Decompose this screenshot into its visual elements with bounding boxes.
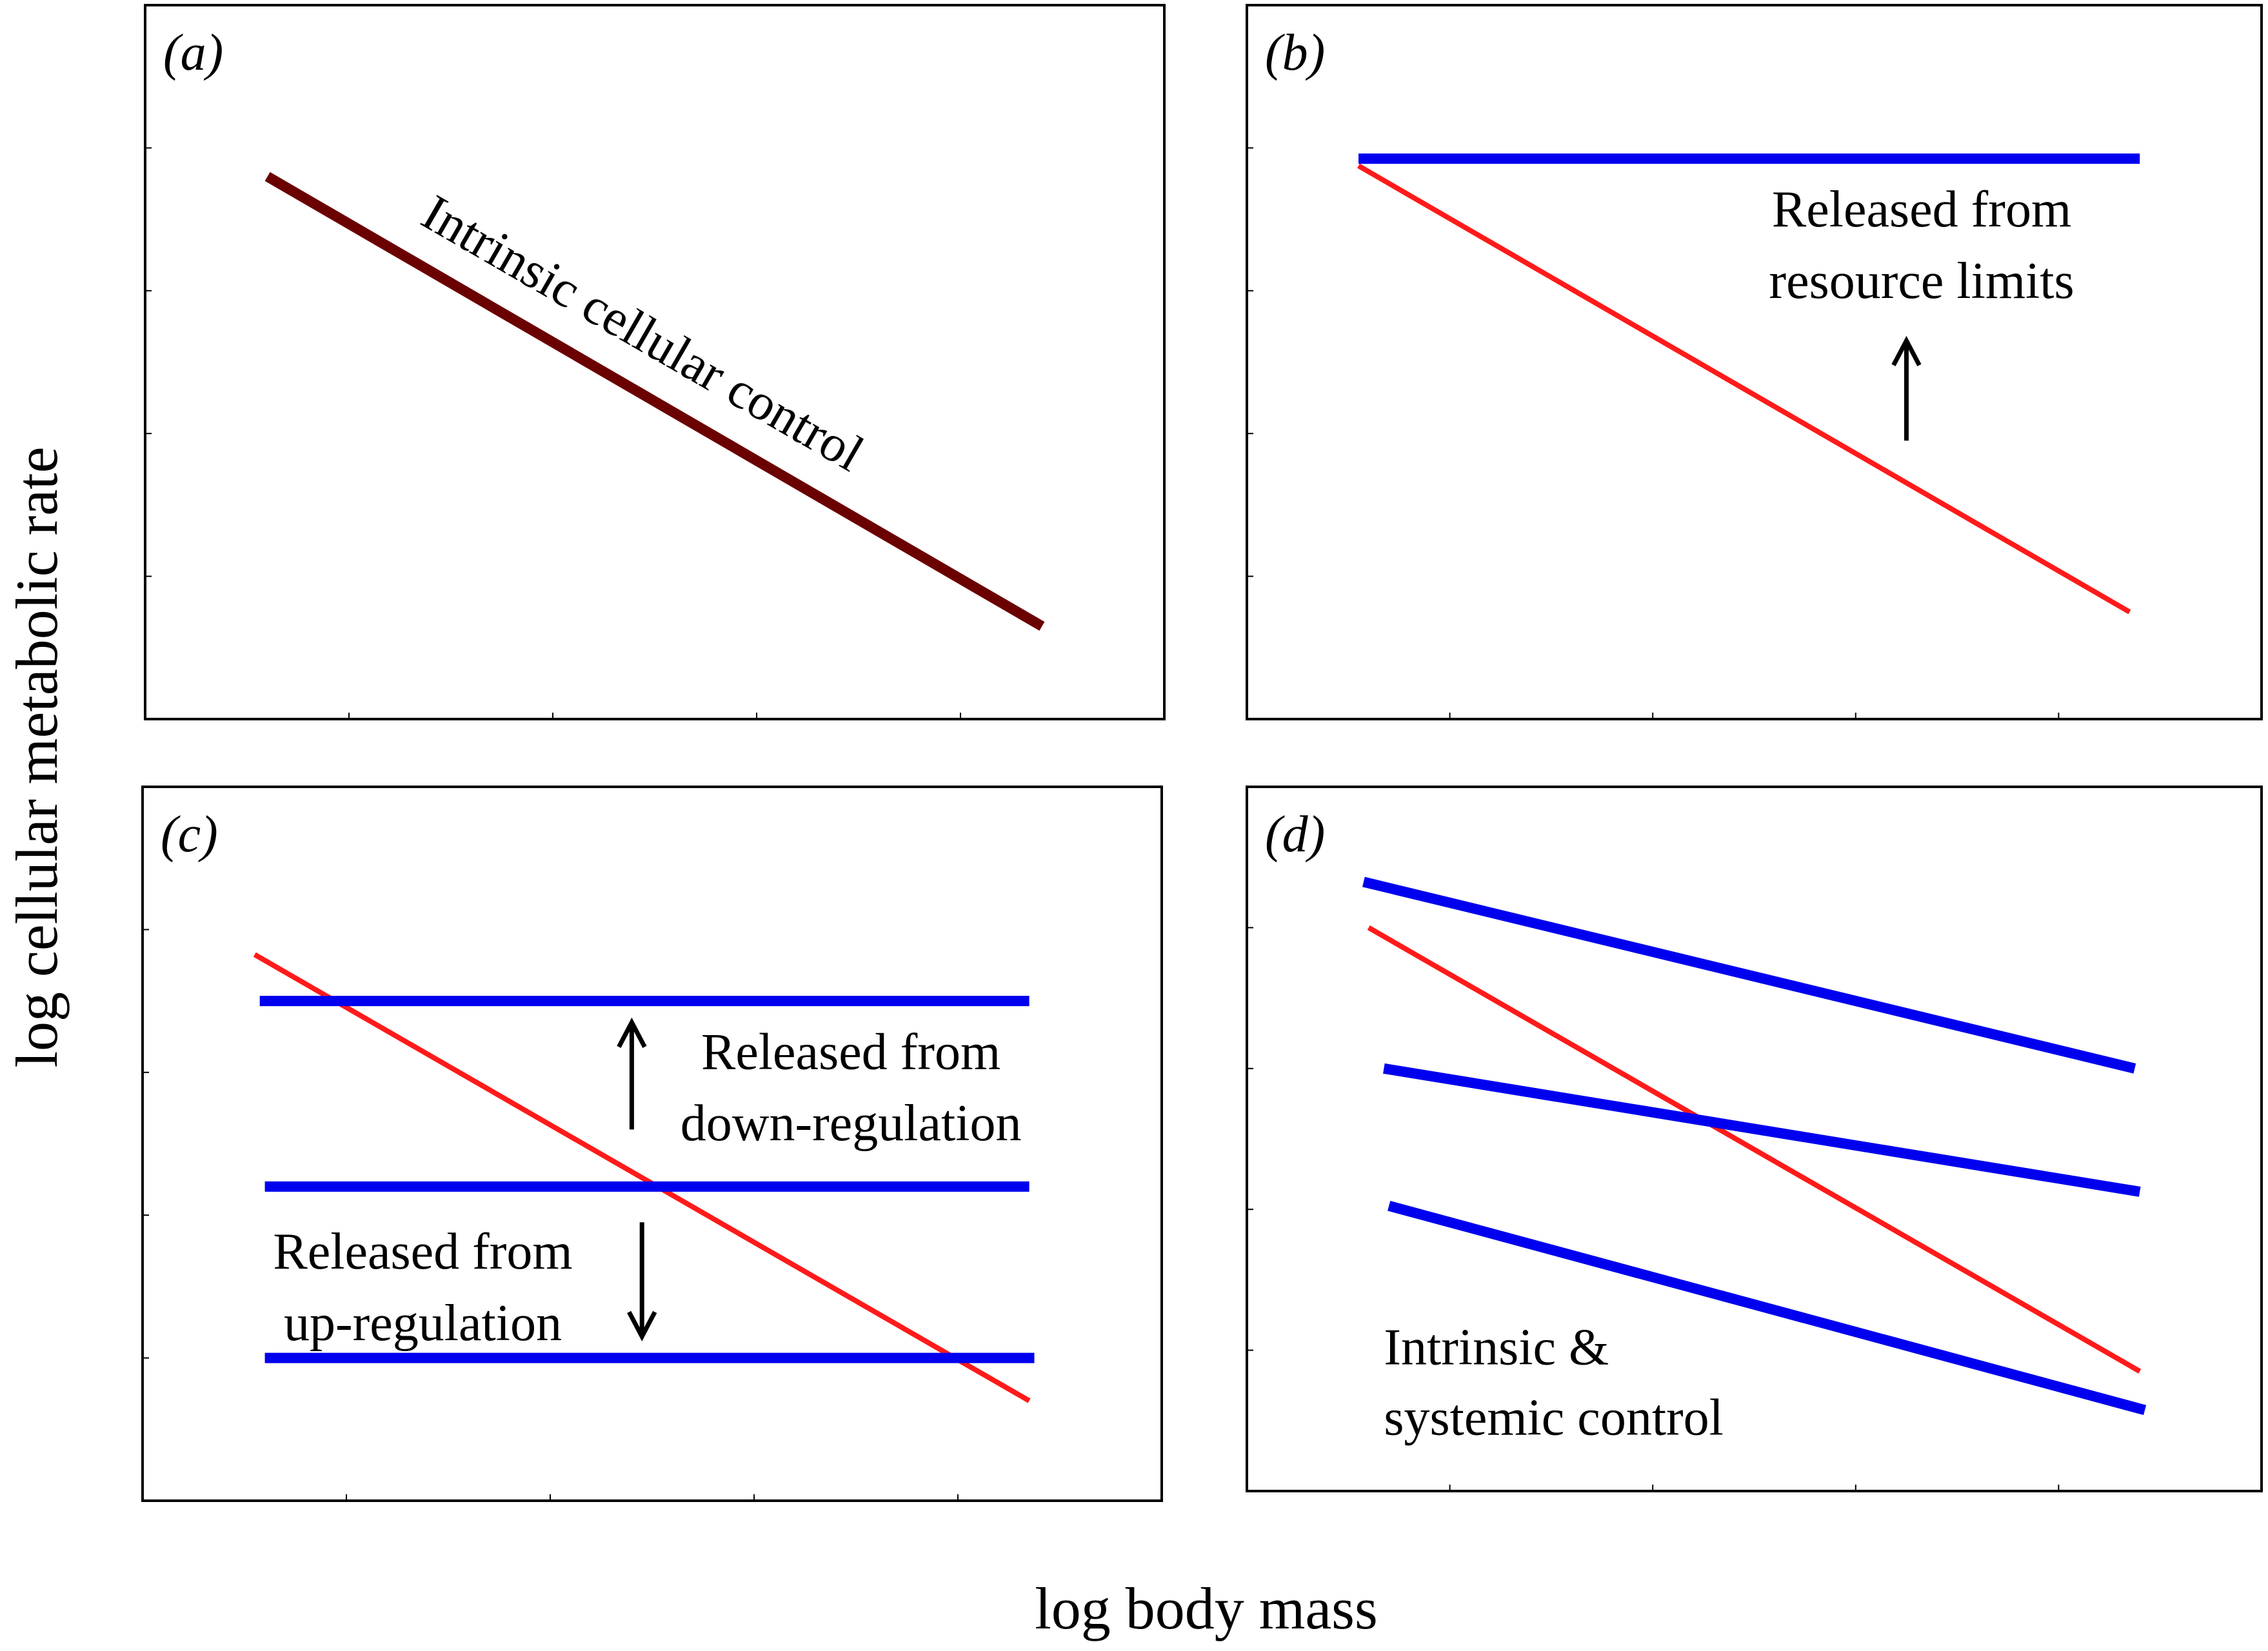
panel-d: (d) Intrinsic & systemic control [1246, 786, 2263, 1492]
intrinsic-line [264, 172, 1045, 631]
panel-a: (a) Intrinsic cellular control [144, 4, 1166, 720]
red-line [1357, 163, 2131, 615]
red-line [253, 952, 1031, 1403]
panel-b: (b) Released from resource limits [1246, 4, 2263, 720]
annotation: Intrinsic cellular control [413, 184, 873, 482]
annotation: systemic control [1384, 1390, 1724, 1447]
blue-line [1388, 1201, 2147, 1416]
panel-frame [144, 4, 1166, 720]
panel-frame [141, 786, 1163, 1502]
blue-line [1383, 1063, 2141, 1197]
annotation: Intrinsic & [1384, 1319, 1609, 1376]
panel-c: (c) Released from down-regulation Released … [141, 786, 1163, 1502]
y-axis-label: log cellular metabolic rate [4, 447, 70, 1068]
panel-label: (c) [161, 806, 218, 863]
blue-line [1362, 876, 2136, 1074]
arrow-up-icon [1891, 335, 1922, 366]
panel-label: (d) [1265, 806, 1325, 863]
annotation: down-regulation [681, 1095, 1022, 1152]
panel-frame [1246, 4, 2263, 720]
annotation: up-regulation [284, 1295, 562, 1352]
panel-frame [1246, 786, 2263, 1492]
annotation: Released from [1772, 181, 2071, 238]
annotation: Released from [273, 1223, 572, 1280]
arrow-down-icon [627, 1310, 657, 1341]
annotation: resource limits [1769, 253, 2074, 310]
annotation: Released from [701, 1023, 1000, 1080]
panel-label: (b) [1265, 25, 1325, 81]
arrow-up-icon [617, 1017, 647, 1048]
panel-label: (a) [163, 25, 223, 81]
x-axis-label: log body mass [1035, 1576, 1378, 1641]
red-line [1367, 925, 2142, 1374]
